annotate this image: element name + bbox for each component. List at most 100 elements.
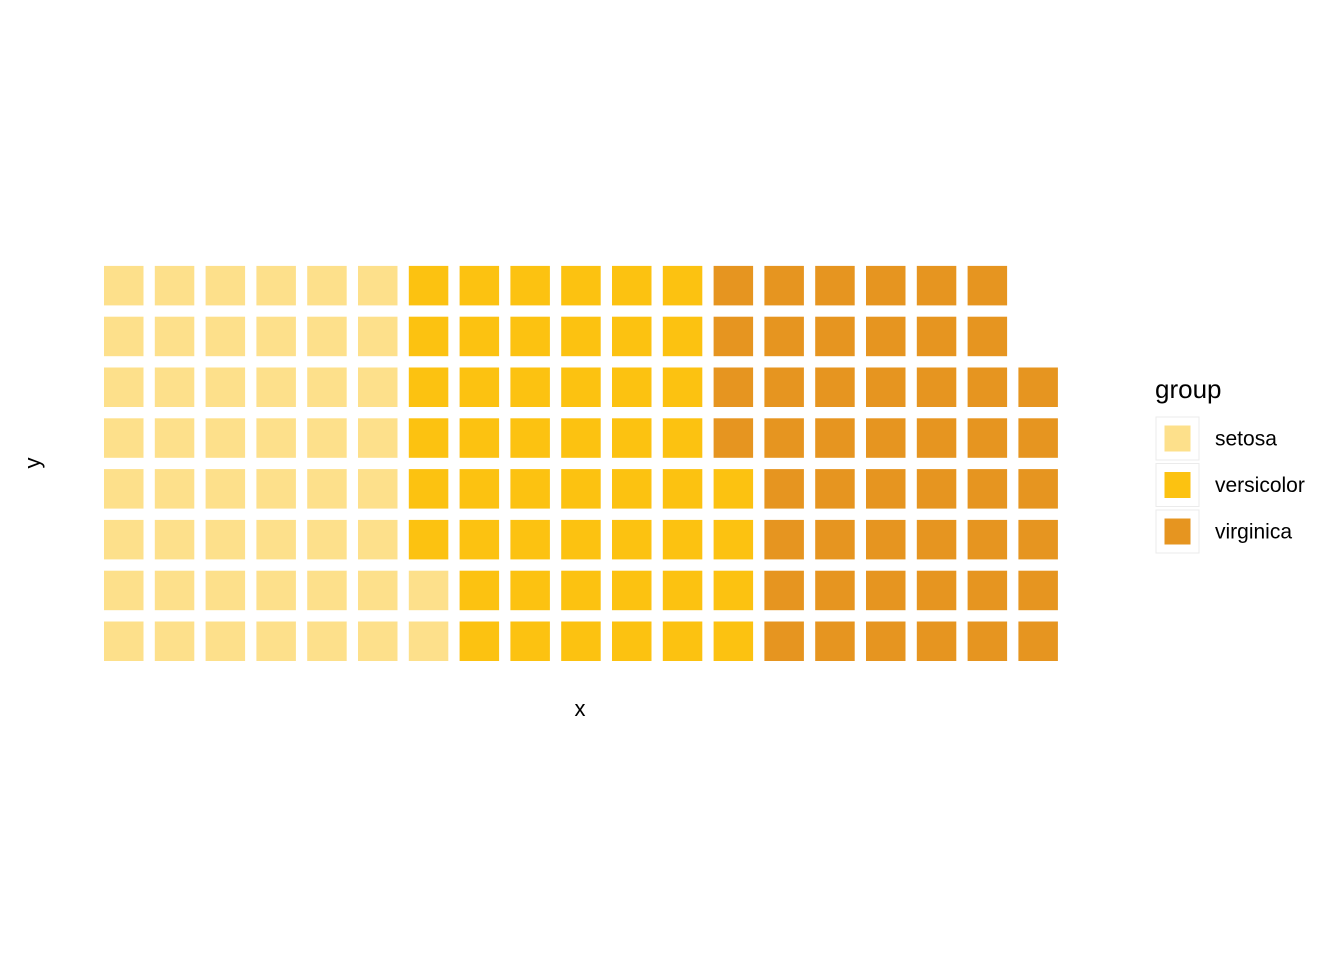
- waffle-cell-setosa: [358, 570, 398, 611]
- waffle-cell-versicolor: [662, 621, 703, 661]
- waffle-cell-setosa: [104, 367, 144, 407]
- waffle-cell-setosa: [358, 469, 398, 509]
- waffle-cell-versicolor: [713, 519, 754, 560]
- waffle-cell-virginica: [713, 367, 754, 407]
- waffle-cell-versicolor: [662, 519, 703, 560]
- waffle-cell-virginica: [764, 570, 804, 611]
- waffle-cell-setosa: [358, 367, 398, 407]
- waffle-cell-virginica: [916, 367, 957, 407]
- waffle-cell-virginica: [866, 367, 906, 407]
- waffle-cell-setosa: [256, 519, 296, 560]
- waffle-cell-setosa: [154, 621, 195, 661]
- waffle-cell-virginica: [866, 469, 906, 509]
- waffle-cell-virginica: [967, 265, 1008, 306]
- waffle-cell-virginica: [916, 418, 957, 458]
- waffle-cell-virginica: [866, 519, 906, 560]
- waffle-cell-setosa: [104, 418, 144, 458]
- waffle-cell-versicolor: [459, 265, 500, 306]
- legend-label-setosa: setosa: [1215, 428, 1277, 451]
- waffle-cell-virginica: [764, 621, 804, 661]
- waffle-cell-setosa: [358, 519, 398, 560]
- waffle-cell-versicolor: [459, 469, 500, 509]
- waffle-cell-setosa: [104, 621, 144, 661]
- waffle-cell-virginica: [866, 570, 906, 611]
- waffle-cell-versicolor: [510, 570, 550, 611]
- waffle-cell-virginica: [967, 418, 1008, 458]
- waffle-cell-virginica: [967, 316, 1008, 357]
- waffle-cell-versicolor: [612, 469, 652, 509]
- waffle-cell-versicolor: [408, 367, 449, 407]
- waffle-cell-setosa: [154, 418, 195, 458]
- waffle-cell-versicolor: [662, 418, 703, 458]
- waffle-cell-versicolor: [408, 265, 449, 306]
- waffle-cell-setosa: [154, 469, 195, 509]
- waffle-cell-virginica: [764, 316, 804, 357]
- waffle-cells: [104, 265, 1058, 661]
- waffle-cell-setosa: [256, 418, 296, 458]
- waffle-cell-setosa: [104, 316, 144, 357]
- waffle-cell-versicolor: [459, 570, 500, 611]
- waffle-cell-versicolor: [561, 418, 601, 458]
- waffle-cell-virginica: [866, 621, 906, 661]
- waffle-cell-versicolor: [713, 570, 754, 611]
- waffle-cell-setosa: [307, 316, 347, 357]
- waffle-cell-setosa: [205, 316, 246, 357]
- waffle-cell-setosa: [256, 265, 296, 306]
- waffle-cell-versicolor: [459, 519, 500, 560]
- waffle-cell-virginica: [916, 570, 957, 611]
- waffle-cell-virginica: [815, 469, 855, 509]
- waffle-cell-setosa: [205, 418, 246, 458]
- waffle-cell-setosa: [104, 519, 144, 560]
- waffle-cell-virginica: [815, 621, 855, 661]
- waffle-cell-versicolor: [561, 621, 601, 661]
- waffle-cell-versicolor: [662, 570, 703, 611]
- waffle-cell-versicolor: [612, 418, 652, 458]
- waffle-cell-setosa: [358, 418, 398, 458]
- waffle-cell-versicolor: [612, 367, 652, 407]
- waffle-cell-setosa: [307, 570, 347, 611]
- legend-swatch-setosa: [1164, 425, 1191, 452]
- waffle-cell-virginica: [713, 316, 754, 357]
- waffle-cell-virginica: [866, 316, 906, 357]
- waffle-cell-virginica: [967, 519, 1008, 560]
- waffle-cell-virginica: [713, 265, 754, 306]
- waffle-cell-versicolor: [510, 316, 550, 357]
- waffle-cell-setosa: [358, 316, 398, 357]
- waffle-cell-versicolor: [510, 519, 550, 560]
- waffle-cell-versicolor: [459, 621, 500, 661]
- waffle-cell-setosa: [307, 265, 347, 306]
- waffle-cell-virginica: [764, 469, 804, 509]
- waffle-cell-setosa: [205, 519, 246, 560]
- waffle-cell-setosa: [307, 367, 347, 407]
- waffle-cell-virginica: [1018, 469, 1058, 509]
- legend-label-versicolor: versicolor: [1215, 474, 1305, 497]
- waffle-cell-virginica: [916, 265, 957, 306]
- waffle-cell-versicolor: [561, 265, 601, 306]
- legend-label-virginica: virginica: [1215, 521, 1292, 544]
- waffle-cell-versicolor: [612, 621, 652, 661]
- waffle-cell-versicolor: [408, 316, 449, 357]
- waffle-cell-virginica: [764, 418, 804, 458]
- waffle-cell-virginica: [916, 621, 957, 661]
- waffle-cell-setosa: [358, 621, 398, 661]
- x-axis-title: x: [575, 696, 586, 721]
- waffle-cell-versicolor: [510, 469, 550, 509]
- waffle-cell-versicolor: [510, 621, 550, 661]
- waffle-cell-setosa: [307, 519, 347, 560]
- waffle-cell-versicolor: [561, 570, 601, 611]
- waffle-cell-virginica: [815, 570, 855, 611]
- waffle-cell-virginica: [764, 367, 804, 407]
- waffle-cell-setosa: [256, 570, 296, 611]
- waffle-cell-virginica: [815, 367, 855, 407]
- waffle-cell-versicolor: [510, 418, 550, 458]
- waffle-cell-virginica: [815, 265, 855, 306]
- waffle-cell-setosa: [154, 519, 195, 560]
- waffle-cell-virginica: [764, 265, 804, 306]
- waffle-cell-setosa: [104, 570, 144, 611]
- waffle-cell-versicolor: [408, 469, 449, 509]
- waffle-cell-setosa: [256, 621, 296, 661]
- waffle-cell-virginica: [866, 265, 906, 306]
- waffle-cell-setosa: [104, 265, 144, 306]
- waffle-cell-setosa: [256, 469, 296, 509]
- waffle-cell-versicolor: [510, 265, 550, 306]
